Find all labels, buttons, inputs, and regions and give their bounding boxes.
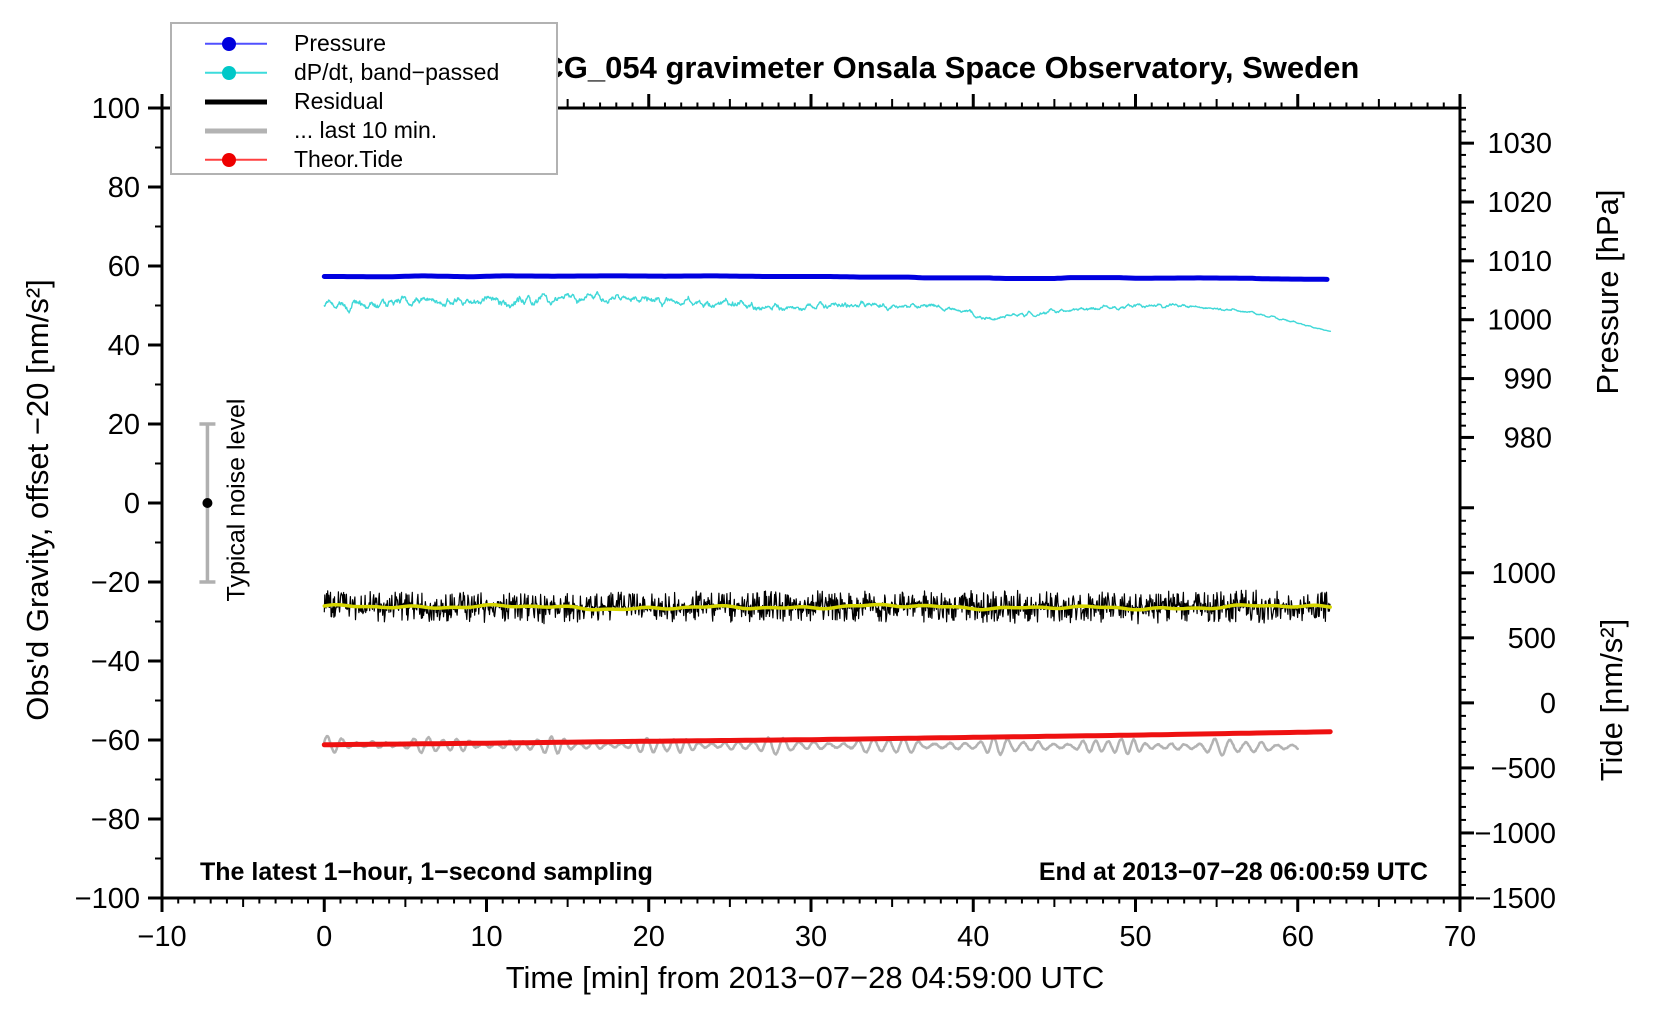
legend-box: Pressure dP/dt, band−passed Residual ...… xyxy=(170,22,558,175)
legend-line-sample xyxy=(205,158,267,161)
gravity-tick-label: −20 xyxy=(91,567,140,599)
gravity-tick-label: 100 xyxy=(92,93,140,125)
legend-line-sample xyxy=(205,42,267,45)
legend-item-residual: Residual xyxy=(172,87,556,116)
gravity-tick-label: 20 xyxy=(108,409,140,441)
x-tick-label: 30 xyxy=(795,921,827,953)
chart-title: SCG_054 gravimeter Onsala Space Observat… xyxy=(520,50,1360,85)
legend-line-sample xyxy=(205,99,267,104)
tide-tick-label: −1500 xyxy=(1475,883,1556,915)
legend-sample xyxy=(172,145,294,174)
axes: −10 0 10 20 30 40 50 60 70−100−80−60−40−20020406… xyxy=(75,93,1556,953)
data-series xyxy=(321,273,1333,757)
pressure-tick-label: 1000 xyxy=(1487,305,1552,337)
gravity-tick-label: 80 xyxy=(108,172,140,204)
x-tick-label: 10 xyxy=(470,921,502,953)
legend-item-pressure: Pressure xyxy=(172,29,556,58)
pressure-tick-label: 1010 xyxy=(1487,246,1552,278)
gravity-tick-label: −60 xyxy=(91,725,140,757)
x-tick-label: 20 xyxy=(633,921,665,953)
legend-item-label: Theor.Tide xyxy=(294,146,404,172)
tide-axis-title: Tide [nm/s²] xyxy=(1594,618,1629,782)
pressure-axis-title: Pressure [hPa] xyxy=(1590,189,1625,395)
legend-sample xyxy=(172,29,294,58)
series-pressure xyxy=(321,273,1330,282)
legend-sample xyxy=(172,87,294,116)
pressure-tick-label: 980 xyxy=(1504,422,1552,454)
pressure-tick-label: 1020 xyxy=(1487,187,1552,219)
x-tick-label: 60 xyxy=(1282,921,1314,953)
gravity-tick-label: −80 xyxy=(91,804,140,836)
series-dpdt-band-passed xyxy=(323,291,1332,332)
legend-item-label: ... last 10 min. xyxy=(294,117,438,143)
legend-line-sample xyxy=(205,71,267,74)
series-theor-tide xyxy=(321,729,1333,748)
legend-item-last10min: ... last 10 min. xyxy=(172,116,556,145)
gravity-tick-label: 60 xyxy=(108,251,140,283)
end-note: End at 2013−07−28 06:00:59 UTC xyxy=(1038,858,1428,886)
sampling-note: The latest 1−hour, 1−second sampling xyxy=(200,858,653,886)
pressure-tick-label: 1030 xyxy=(1487,128,1552,160)
legend-marker-dot xyxy=(222,152,236,167)
legend-item-dpdt: dP/dt, band−passed xyxy=(172,58,556,87)
x-tick-label: −10 xyxy=(137,921,186,953)
legend-item-label: dP/dt, band−passed xyxy=(294,59,500,85)
tide-tick-label: −1000 xyxy=(1475,818,1556,850)
legend-item-label: Pressure xyxy=(294,30,387,56)
x-tick-label: 40 xyxy=(957,921,989,953)
tide-tick-label: −500 xyxy=(1491,753,1556,785)
legend-marker-dot xyxy=(222,65,236,80)
x-tick-label: 50 xyxy=(1119,921,1151,953)
legend-item-theor-tide: Theor.Tide xyxy=(172,145,556,174)
legend-sample xyxy=(172,58,294,87)
series-residual xyxy=(323,589,1331,625)
gravity-tick-label: 40 xyxy=(108,330,140,362)
tide-tick-label: 500 xyxy=(1508,623,1556,655)
legend-line-sample xyxy=(205,128,267,133)
tide-tick-label: 1000 xyxy=(1491,558,1556,590)
x-tick-label: 70 xyxy=(1444,921,1476,953)
series-residual-smoothed xyxy=(322,602,1332,612)
left-axis-title: Obs'd Gravity, offset −20 [nm/s²] xyxy=(20,279,55,721)
tide-tick-label: 0 xyxy=(1540,688,1556,720)
pressure-tick-label: 990 xyxy=(1504,364,1552,396)
x-axis-title: Time [min] from 2013−07−28 04:59:00 UTC xyxy=(505,960,1105,995)
noise-level-marker xyxy=(199,422,216,584)
gravity-tick-label: −100 xyxy=(75,883,140,915)
legend-sample xyxy=(172,116,294,145)
legend-item-label: Residual xyxy=(294,88,384,114)
x-tick-label: 0 xyxy=(316,921,332,953)
gravity-tick-label: −40 xyxy=(91,646,140,678)
legend-marker-dot xyxy=(222,36,236,51)
noise-level-label: Typical noise level xyxy=(222,398,251,602)
gravity-tick-label: 0 xyxy=(124,488,140,520)
